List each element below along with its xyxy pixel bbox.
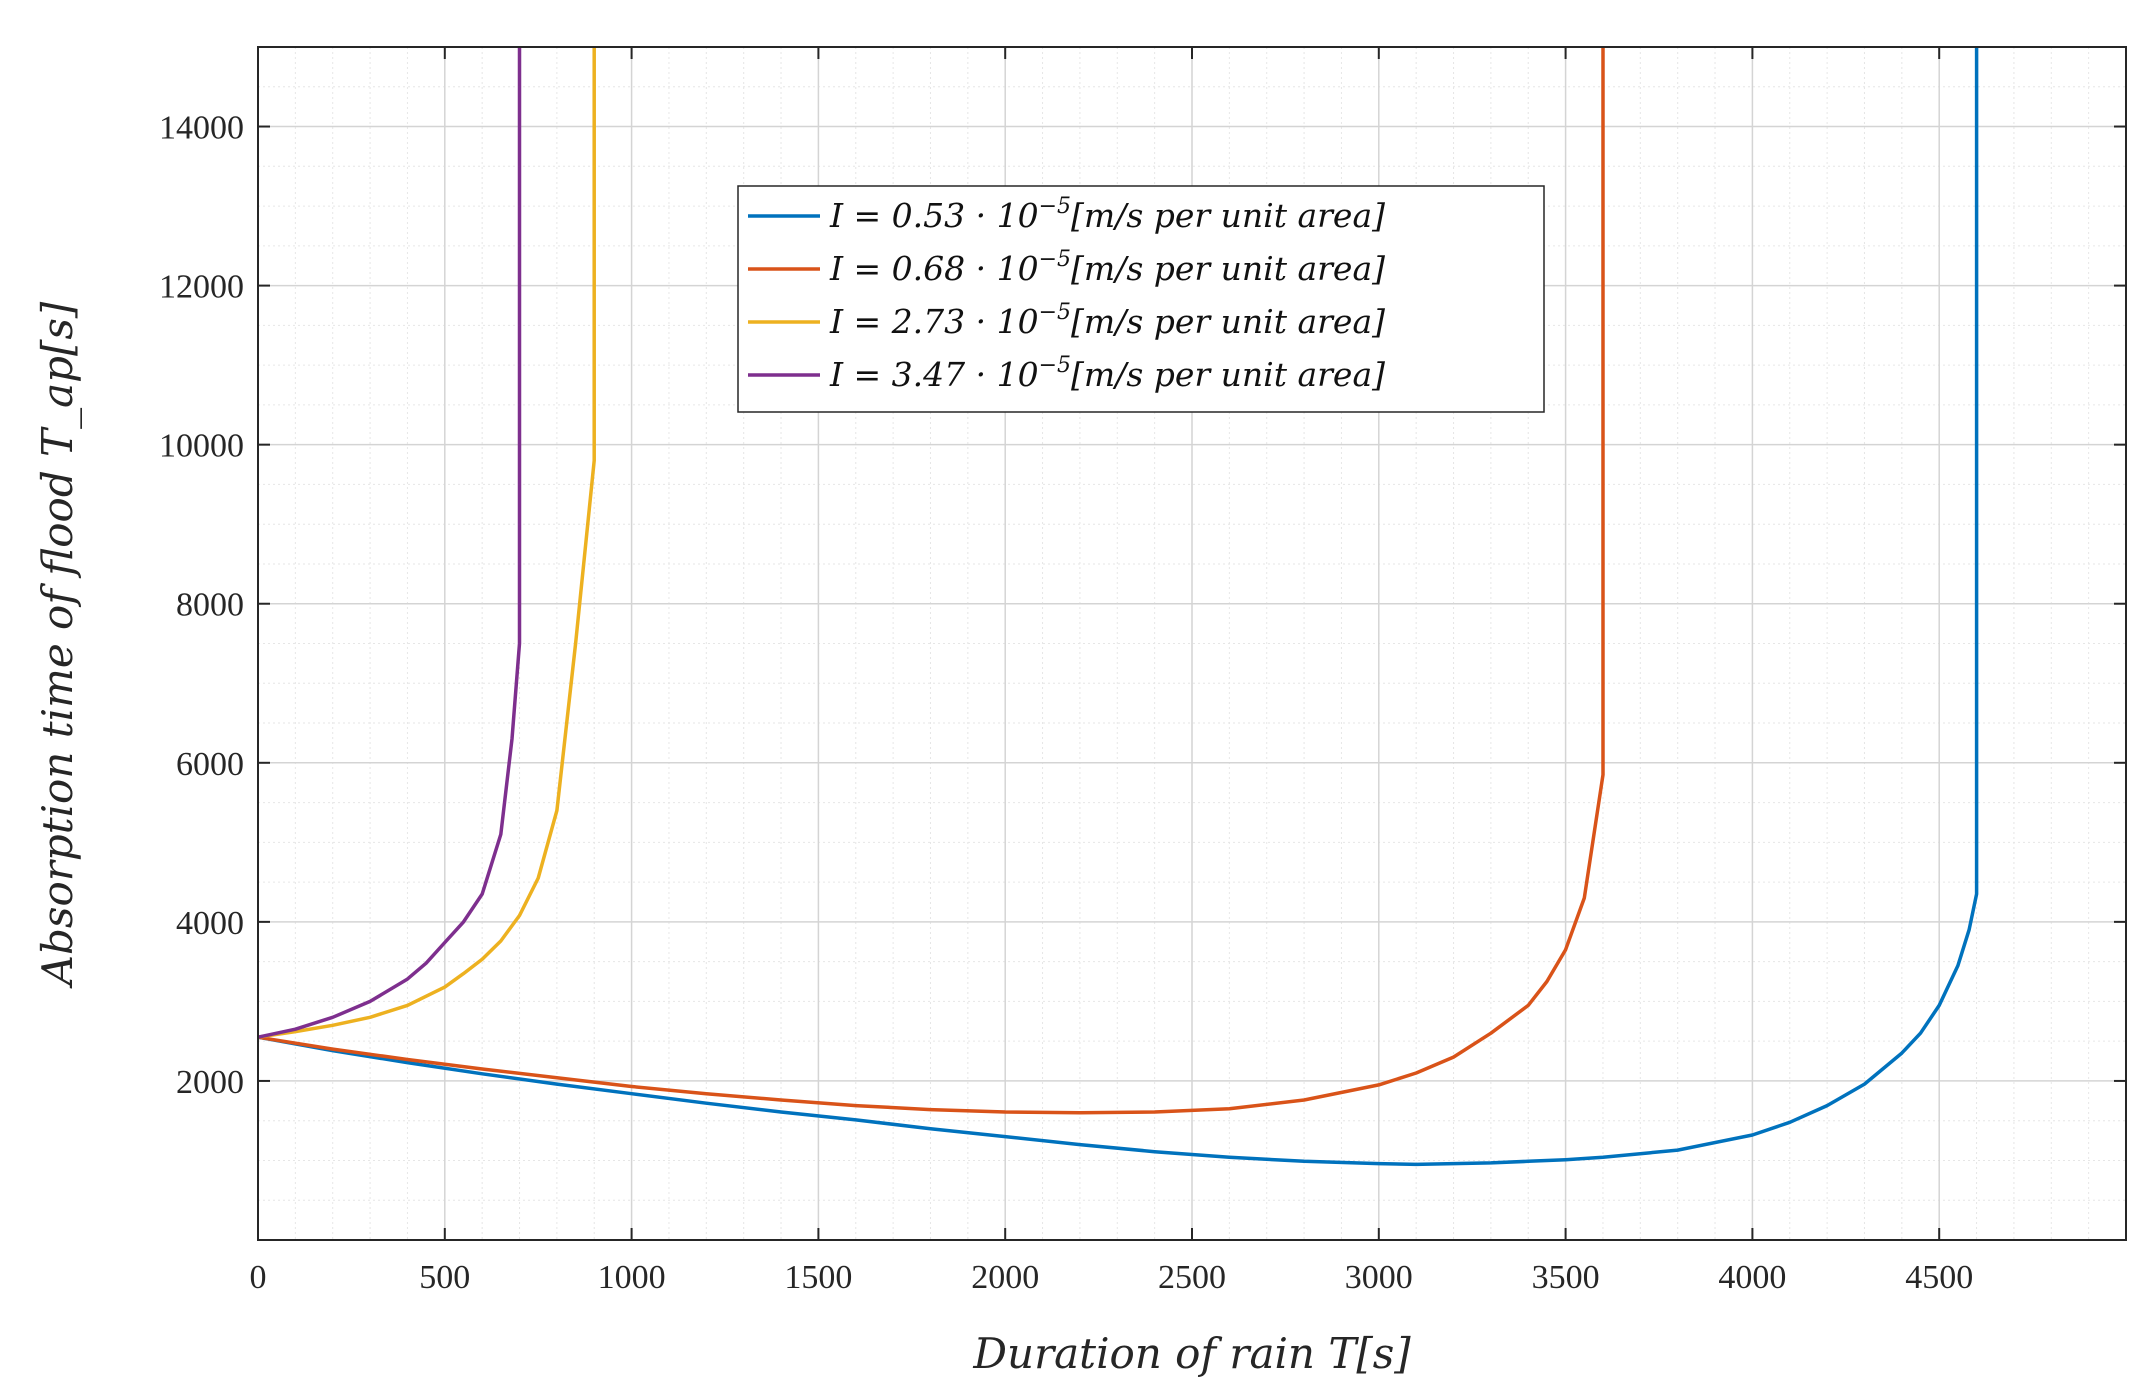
y-tick-label: 2000 (176, 1064, 244, 1101)
x-axis-label: Duration of rain T[s] (972, 1329, 1411, 1378)
y-tick-label: 6000 (176, 746, 244, 783)
y-tick-label: 12000 (159, 269, 244, 306)
legend-label-3: I = 2.73 · 10−5[m/s per unit area] (829, 300, 1385, 341)
y-tick-label: 4000 (176, 905, 244, 942)
x-tick-label: 2500 (1158, 1259, 1226, 1296)
x-tick-label: 0 (250, 1259, 267, 1296)
series-line-2 (257, 47, 1605, 1115)
legend: I = 0.53 · 10−5[m/s per unit area] I = 0.… (737, 185, 1545, 413)
x-tick-label: 4000 (1718, 1259, 1786, 1296)
x-tick-label: 500 (419, 1259, 470, 1296)
series-line-3 (257, 47, 596, 1039)
x-tick-label: 4500 (1905, 1259, 1973, 1296)
legend-box (737, 185, 1545, 413)
y-axis-label: Absorption time of flood T_ap[s] (33, 301, 82, 989)
x-tick-label: 3000 (1345, 1259, 1413, 1296)
series-line-4 (257, 47, 522, 1039)
legend-label-2: I = 0.68 · 10−5[m/s per unit area] (829, 247, 1385, 288)
y-tick-label: 8000 (176, 587, 244, 624)
x-tick-label: 3500 (1532, 1259, 1600, 1296)
x-tick-label: 1500 (784, 1259, 852, 1296)
x-axis: 0 500 1000 1500 2000 2500 3000 3500 4000 4500 (250, 47, 1973, 1296)
x-tick-label: 1000 (598, 1259, 666, 1296)
legend-label-1: I = 0.53 · 10−5[m/s per unit area] (829, 194, 1385, 235)
y-axis: 2000 4000 6000 8000 10000 12000 14000 (159, 110, 2126, 1101)
y-tick-label: 14000 (159, 110, 244, 147)
series-line-1 (257, 47, 1979, 1167)
y-tick-label: 10000 (159, 428, 244, 465)
legend-label-4: I = 3.47 · 10−5[m/s per unit area] (829, 353, 1385, 394)
x-tick-label: 2000 (971, 1259, 1039, 1296)
series-layer (257, 47, 1979, 1167)
